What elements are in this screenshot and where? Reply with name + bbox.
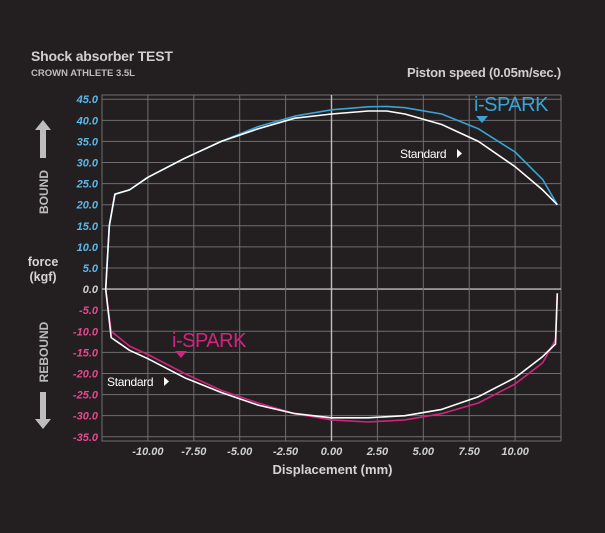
side-labels: BOUND REBOUND <box>35 120 51 429</box>
y-tick-label: 15.0 <box>77 221 99 233</box>
piston-speed-label: Piston speed (0.05m/sec.) <box>407 65 561 80</box>
rebound-down-arrow <box>35 392 51 429</box>
standard-rebound-label: Standard <box>107 375 153 389</box>
y-tick-label: -10.0 <box>73 326 99 338</box>
x-tick-label: -2.50 <box>273 446 299 458</box>
standard-bound-label: Standard <box>400 147 446 161</box>
y-tick-label: -35.0 <box>73 432 99 444</box>
ispark-rebound-marker <box>175 351 187 358</box>
grid <box>101 94 562 442</box>
y-tick-label: 10.0 <box>77 242 99 254</box>
bound-label: BOUND <box>37 170 51 214</box>
x-tick-label: -7.50 <box>181 446 207 458</box>
chart-title: Shock absorber TEST <box>31 48 173 64</box>
x-tick-label: -10.00 <box>132 446 164 458</box>
y-tick-label: 40.0 <box>76 115 99 127</box>
y-tick-label: -25.0 <box>73 390 99 402</box>
y-tick-label: -15.0 <box>73 347 99 359</box>
x-tick-label: 10.00 <box>501 446 529 458</box>
ispark-bound-marker <box>476 116 488 123</box>
y-axis-label-line2: (kgf) <box>29 270 57 284</box>
ispark-bound-label: i-SPARK <box>474 94 549 116</box>
y-tick-label: 30.0 <box>77 158 99 170</box>
rebound-label: REBOUND <box>37 321 51 382</box>
bound-up-arrow <box>35 120 51 158</box>
standard-bound-line <box>104 110 558 290</box>
tick-labels: 45.0 40.0 35.0 30.0 25.0 20.0 15.0 10.0 5.0 0.0 -5… <box>73 94 530 458</box>
y-tick-label: -5.0 <box>79 305 99 317</box>
x-tick-label: 7.50 <box>458 446 480 458</box>
ispark-rebound-label: i-SPARK <box>172 330 247 352</box>
x-axis-label: Displacement (mm) <box>272 462 393 477</box>
y-tick-label: 45.0 <box>76 94 99 106</box>
ispark-rebound-line <box>104 288 559 423</box>
y-tick-label: 0.0 <box>83 284 99 296</box>
y-tick-label: 5.0 <box>83 263 99 275</box>
y-tick-label: 20.0 <box>76 200 99 212</box>
x-tick-label: 0.00 <box>321 446 343 458</box>
standard-bound-arrow <box>457 149 462 158</box>
chart-subtitle: CROWN ATHLETE 3.5L <box>31 68 135 79</box>
y-tick-label: -20.0 <box>73 368 99 380</box>
y-tick-label: -30.0 <box>73 411 99 423</box>
y-axis-label-line1: force <box>27 255 59 269</box>
series-lines <box>104 105 559 423</box>
y-tick-label: 35.0 <box>77 136 99 148</box>
annotations: i-SPARK i-SPARK Standard Standard <box>107 94 550 389</box>
x-tick-label: -5.00 <box>227 446 253 458</box>
y-axis-label: force (kgf) <box>22 255 64 285</box>
standard-rebound-line <box>104 289 559 419</box>
y-tick-label: 25.0 <box>76 179 99 191</box>
standard-rebound-arrow <box>164 377 169 386</box>
x-tick-label: 2.50 <box>366 446 389 458</box>
x-tick-label: 5.00 <box>413 446 435 458</box>
